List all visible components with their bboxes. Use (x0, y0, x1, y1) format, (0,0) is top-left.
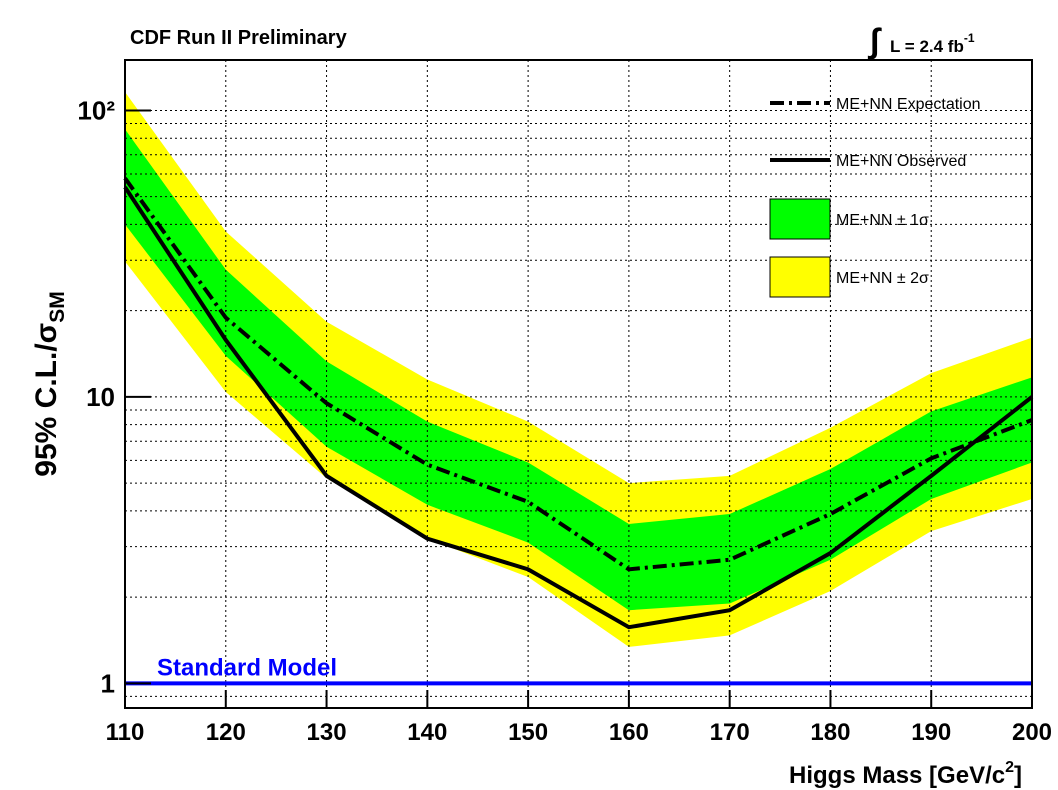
y-axis-label: 95% C.L./σSM (30, 291, 69, 476)
y-tick-label: 10 (86, 382, 115, 412)
legend-swatch (769, 256, 831, 298)
x-tick-label: 120 (206, 719, 246, 746)
reference-label: Standard Model (157, 654, 337, 681)
y-label-text: 95% C.L./σ (30, 323, 63, 477)
luminosity: L = 2.4 fb-1 (890, 31, 975, 56)
y-tick-label: 10² (77, 95, 115, 125)
y-label-sub: SM (46, 291, 69, 323)
x-tick-label: 170 (710, 719, 750, 746)
legend-label: ME+NN ± 2σ (836, 270, 929, 287)
x-label-sup: 2 (1005, 759, 1014, 776)
band (125, 129, 1032, 611)
x-tick-label: 200 (1012, 719, 1052, 746)
x-tick-label: 150 (508, 719, 548, 746)
chart-title: CDF Run II Preliminary (130, 27, 348, 49)
legend-label: ME+NN ± 1σ (836, 212, 929, 229)
x-label-text: Higgs Mass [GeV/c (789, 762, 1005, 789)
plot-area (123, 60, 1034, 708)
line (123, 177, 1033, 572)
x-axis-label: Higgs Mass [GeV/c2] (789, 759, 1022, 789)
x-tick-label: 140 (407, 719, 447, 746)
x-tick-label: 110 (106, 719, 145, 746)
y-tick-label: 1 (101, 668, 115, 698)
x-tick-label: 190 (911, 719, 951, 746)
legend-label: ME+NN Observed (836, 153, 966, 170)
line (123, 185, 1034, 630)
luminosity-sup: -1 (964, 31, 975, 45)
x-tick-label: 180 (810, 719, 850, 746)
x-tick-label: 160 (609, 719, 649, 746)
x-label-end: ] (1014, 762, 1022, 789)
x-tick-label: 130 (307, 719, 347, 746)
luminosity-text: L = 2.4 fb (890, 37, 964, 56)
plot-frame (124, 59, 1033, 709)
legend-swatch (769, 198, 831, 240)
integral-sign: ∫ (867, 22, 882, 60)
legend-label: ME+NN Expectation (836, 96, 981, 113)
